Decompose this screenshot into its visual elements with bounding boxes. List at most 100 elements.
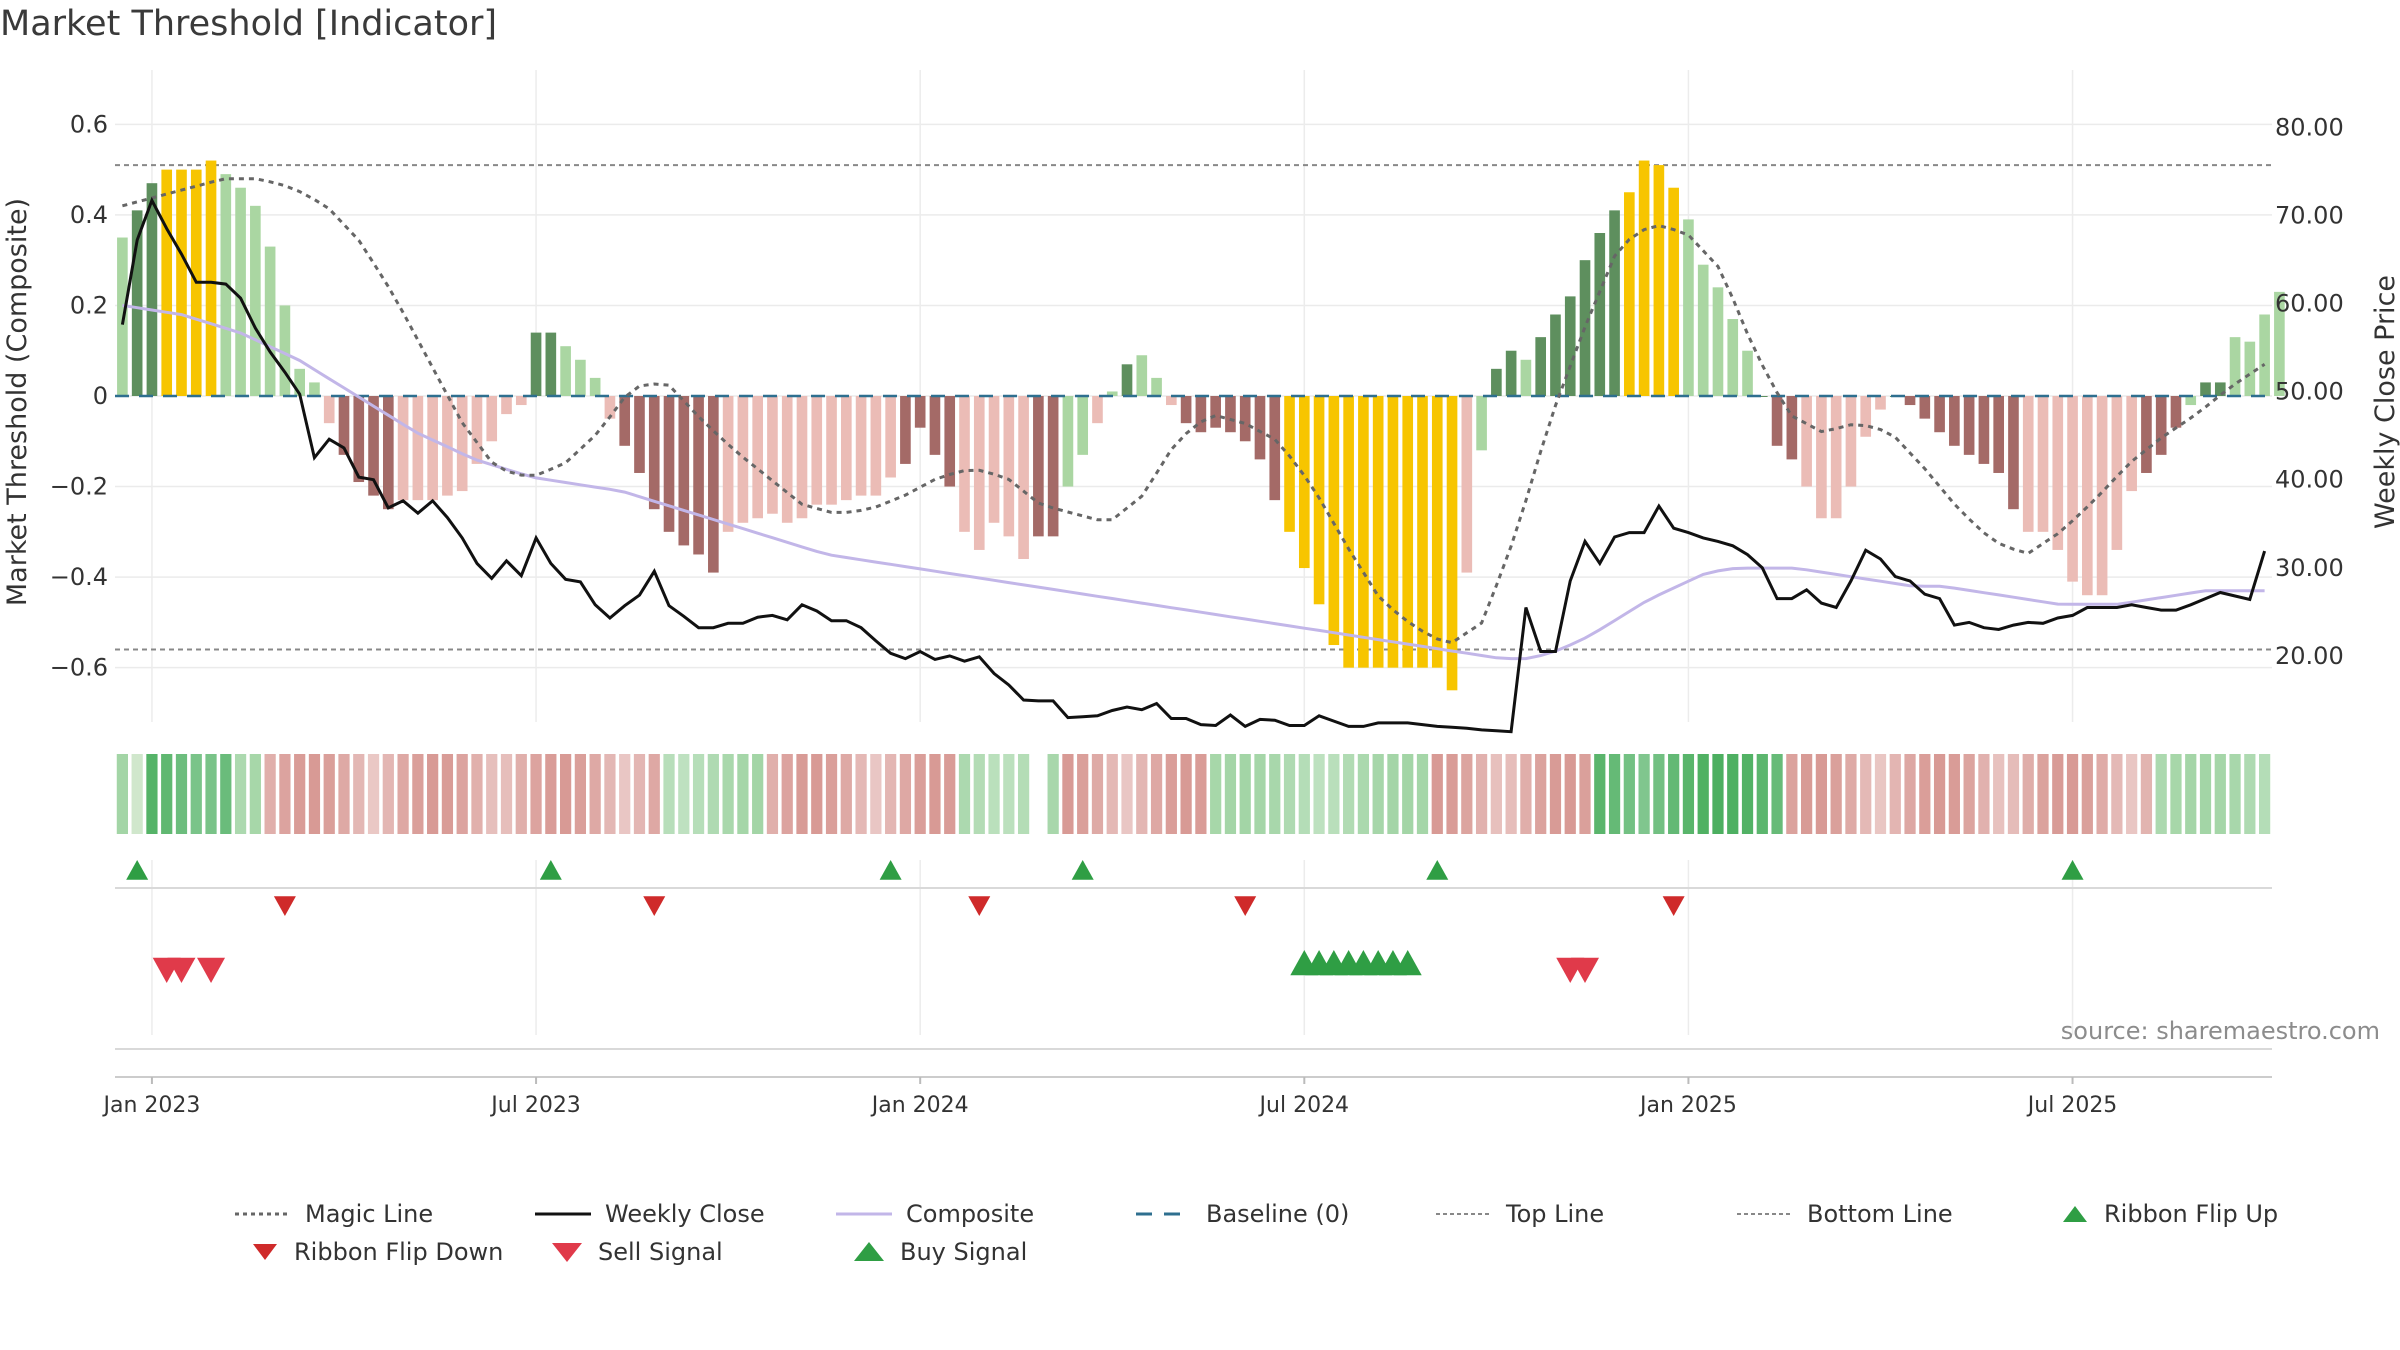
composite-bar [840,396,852,501]
ribbon-cell [692,754,705,834]
ribbon-cell [116,754,129,834]
legend-label: Baseline (0) [1206,1200,1350,1228]
ribbon-cell [1904,754,1916,834]
composite-bar [1845,396,1857,487]
ribbon-cell [1062,754,1074,834]
composite-bar [1033,396,1044,537]
composite-bar [1875,396,1886,410]
ribbon-cell [1889,754,1901,834]
sell-signal-marker [167,957,196,983]
composite-bar [1816,396,1827,519]
composite-bar [2200,382,2211,396]
ribbon-cell [619,754,631,834]
legend-item-ribbon-flip-up[interactable]: Ribbon Flip Up [2060,1200,2278,1228]
triangle-down-sell-icon [552,1243,582,1262]
ribbon-cell [2244,754,2256,834]
legend-item-sell-signal[interactable]: Sell Signal [550,1238,723,1266]
ribbon-cell [1372,754,1384,834]
composite-bar [678,396,690,546]
ribbon-cell [2126,754,2138,834]
composite-bar [1106,391,1118,396]
composite-bar [161,169,173,396]
ribbon-flip-up-marker [2061,860,2084,880]
ribbon-cell [1948,754,1960,834]
ribbon-cell [1283,754,1296,834]
composite-bar [1461,396,1473,573]
composite-bar [353,396,365,483]
legend-item-magic-line[interactable]: Magic Line [235,1200,433,1228]
ribbon-cell [973,754,985,834]
grid [115,70,2272,1035]
composite-bar [427,396,438,501]
x-tick-label: Jan 2024 [870,1093,969,1118]
composite-bar [1239,396,1251,442]
composite-bar [1712,287,1724,396]
composite-swatch-icon [836,1212,892,1216]
ribbon-cell [1313,754,1325,834]
ribbon-cell [2111,754,2123,834]
ribbon-cell [1608,754,1621,834]
legend-item-buy-signal[interactable]: Buy Signal [852,1238,1027,1266]
ribbon-cell [1919,754,1931,834]
triangle-down-red-icon [253,1244,277,1260]
composite-bar [2259,314,2270,396]
ribbon-cell [796,754,808,834]
composite-bar [2008,396,2019,510]
ribbon-cell [353,754,365,834]
ribbon-cell [382,754,394,834]
composite-bar [1402,396,1414,668]
ribbon-flip-down-marker [1234,896,1257,916]
ribbon-cell [205,754,217,834]
composite-bar [294,368,305,396]
ribbon-cell [234,754,247,834]
legend-item-ribbon-flip-down[interactable]: Ribbon Flip Down [250,1238,503,1266]
composite-bar [944,396,956,487]
composite-bar [2052,396,2064,550]
y-axis-right: 80.00 70.00 60.00 50.00 40.00 30.00 20.00 [2275,113,2344,670]
composite-bar [1860,396,1872,437]
ribbon-cell [1136,754,1148,834]
composite-bar [1830,396,1842,519]
legend-item-weekly-close[interactable]: Weekly Close [535,1200,765,1228]
composite-bar [1949,396,1960,446]
composite-bar [471,396,483,464]
composite-bar [2037,396,2049,532]
composite-bar [1919,396,1931,419]
composite-bar [560,346,571,396]
legend-label: Top Line [1506,1200,1605,1228]
ribbon-cell [752,754,764,834]
y2-tick-label: 60.00 [2275,289,2344,317]
ribbon-cell [1993,754,2005,834]
ribbon-cell [1712,754,1724,834]
ribbon-flip-down-marker [1662,896,1685,916]
composite-bar [855,396,867,496]
ribbon-cell [1416,754,1429,834]
x-tick-label: Jan 2025 [1638,1093,1737,1118]
legend-label: Magic Line [305,1200,434,1228]
composite-bar [2214,382,2226,396]
ribbon-cell [1003,754,1015,834]
ribbon-cell [1697,754,1709,834]
legend-item-top-line[interactable]: Top Line [1436,1200,1604,1228]
ribbon-cell [1150,754,1163,834]
composite-bar [545,332,557,396]
composite-bar [1092,396,1103,424]
composite-bar [900,396,911,464]
legend-item-bottom-line[interactable]: Bottom Line [1737,1200,1953,1228]
composite-bar [486,396,498,442]
ribbon-flip-up-marker [126,860,149,880]
ribbon-cell [471,754,483,834]
y-tick-label: 0.4 [70,201,108,229]
x-axis: Jan 2023 Jul 2023 Jan 2024 Jul 2024 Jan 2025… [101,1076,2272,1118]
ribbon-cell [958,754,971,834]
composite-bar [737,396,749,523]
ribbon-cell [1254,754,1266,834]
ribbon-cell [1490,754,1502,834]
ribbon-cell [264,754,276,834]
ribbon-cell [648,754,660,834]
ribbon-cell [1224,754,1237,834]
legend-item-baseline[interactable]: Baseline (0) [1136,1200,1349,1228]
composite-bar [1254,396,1266,460]
legend-item-composite[interactable]: Composite [836,1200,1034,1228]
composite-bar [1786,396,1798,460]
